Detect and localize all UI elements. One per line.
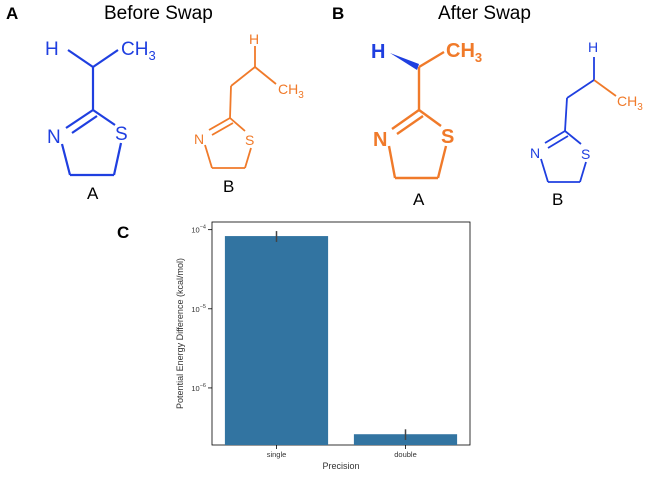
atom-s: S <box>441 126 454 148</box>
wedge-bond <box>390 53 419 70</box>
atom-s: S <box>115 124 128 145</box>
panel-b-title: After Swap <box>438 3 531 24</box>
x-axis-label: Precision <box>322 461 359 471</box>
panel-c-letter: C <box>117 223 130 242</box>
atom-n: N <box>194 131 204 147</box>
atom-n: N <box>373 129 387 151</box>
plot-frame <box>211 221 471 446</box>
atom-h: H <box>249 31 259 47</box>
atom-ch3: CH3 <box>446 40 482 65</box>
panel-a-title: Before Swap <box>104 3 213 24</box>
atom-ch3: CH3 <box>121 39 156 63</box>
atom-h: H <box>45 39 59 60</box>
atom-h: H <box>588 39 598 55</box>
panel-b-molecule-a-label: A <box>413 190 425 209</box>
atom-s: S <box>245 132 254 148</box>
panel-a-molecule-a <box>60 49 123 177</box>
y-axis-label: Potential Energy Difference (kcal/mol) <box>175 258 185 409</box>
y-tick-label: 10−5 <box>191 304 206 314</box>
panel-b-molecule-b-label: B <box>552 190 564 209</box>
atom-h: H <box>371 41 385 63</box>
panel-a-molecule-b <box>204 46 277 169</box>
atom-ch3: CH3 <box>617 93 643 113</box>
panel-b-letter: B <box>332 4 345 23</box>
panel-a-molecule-b-label: B <box>223 177 235 196</box>
atom-n: N <box>47 127 61 148</box>
panel-b-molecule-a <box>387 50 448 180</box>
y-tick-label: 10−4 <box>191 225 206 235</box>
x-tick-label-single: single <box>267 450 287 459</box>
atom-n: N <box>530 145 540 161</box>
panel-a-letter: A <box>6 4 19 23</box>
atom-s: S <box>581 146 590 162</box>
panel-b-molecule-b <box>540 57 617 183</box>
x-tick-label-double: double <box>394 450 417 459</box>
atom-ch3: CH3 <box>278 81 304 101</box>
panel-a-molecule-a-label: A <box>87 184 99 203</box>
bar-single <box>224 236 329 445</box>
y-tick-label: 10−6 <box>191 383 206 393</box>
